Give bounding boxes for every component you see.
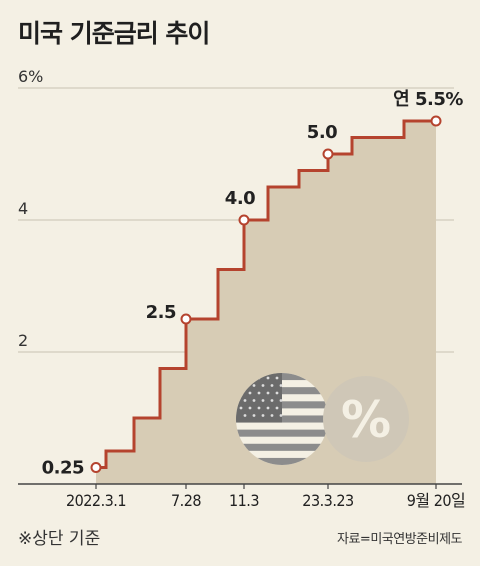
percent-icon: % — [323, 376, 409, 462]
y-tick-label: 2 — [18, 331, 28, 350]
source-note: 자료=미국연방준비제도 — [337, 532, 463, 547]
us-flag-icon — [236, 373, 328, 465]
x-tick-label: 2022.3.1 — [66, 491, 126, 510]
flag-star — [252, 384, 256, 387]
flag-stripe — [236, 429, 328, 437]
data-point-marker — [430, 115, 442, 127]
flag-star — [279, 414, 283, 417]
decor-icons: % — [236, 373, 409, 465]
flag-star — [252, 399, 256, 402]
data-label: 0.25 — [42, 458, 84, 479]
flag-star — [279, 399, 283, 402]
data-label: 연 5.5% — [393, 89, 463, 110]
flag-star — [261, 384, 265, 387]
flag-stripe — [236, 443, 328, 451]
flag-star — [257, 406, 261, 410]
flag-star — [261, 414, 265, 417]
y-tick-label: 4 — [18, 199, 28, 218]
flag-star — [243, 399, 247, 402]
flag-star — [275, 391, 279, 395]
flag-star — [239, 406, 243, 410]
data-point-marker — [180, 313, 192, 325]
x-tick-label: 23.3.23 — [302, 491, 354, 510]
flag-star — [248, 391, 252, 395]
footnote: ※상단 기준 — [18, 529, 101, 549]
data-point-marker — [322, 148, 334, 160]
flag-star — [261, 399, 265, 402]
data-label: 4.0 — [225, 188, 255, 209]
y-tick-label: 6% — [18, 67, 43, 86]
flag-star — [252, 414, 256, 417]
labels-layer: 0.25 2.5 4.0 5.0 연 5.5% — [42, 89, 464, 479]
flag-star — [257, 391, 261, 395]
page-title: 미국 기준금리 추이 — [18, 19, 210, 48]
data-point-marker — [238, 214, 250, 226]
data-label: 2.5 — [146, 302, 176, 323]
data-point-marker — [90, 462, 102, 473]
data-label: 5.0 — [307, 122, 337, 143]
flag-star — [270, 399, 274, 402]
markers-layer — [90, 115, 442, 473]
ticks-layer: 2022.3.1 7.28 11.3 23.3.23 9월 20일 — [66, 484, 466, 510]
flag-star — [270, 414, 274, 417]
x-tick-label: 7.28 — [171, 491, 201, 510]
rate-step-line — [94, 119, 436, 470]
flag-star — [248, 406, 252, 410]
flag-star — [266, 376, 270, 380]
flag-star — [275, 376, 279, 380]
flag-star — [243, 414, 247, 417]
flag-star — [275, 406, 279, 410]
flag-star — [270, 384, 274, 387]
x-tick-label: 11.3 — [229, 491, 259, 510]
flag-star — [266, 406, 270, 410]
flag-star — [266, 391, 270, 395]
percent-symbol: % — [341, 391, 391, 449]
flag-stripe — [236, 457, 328, 465]
flag-star — [279, 384, 283, 387]
x-tick-label: 9월 20일 — [407, 491, 465, 510]
